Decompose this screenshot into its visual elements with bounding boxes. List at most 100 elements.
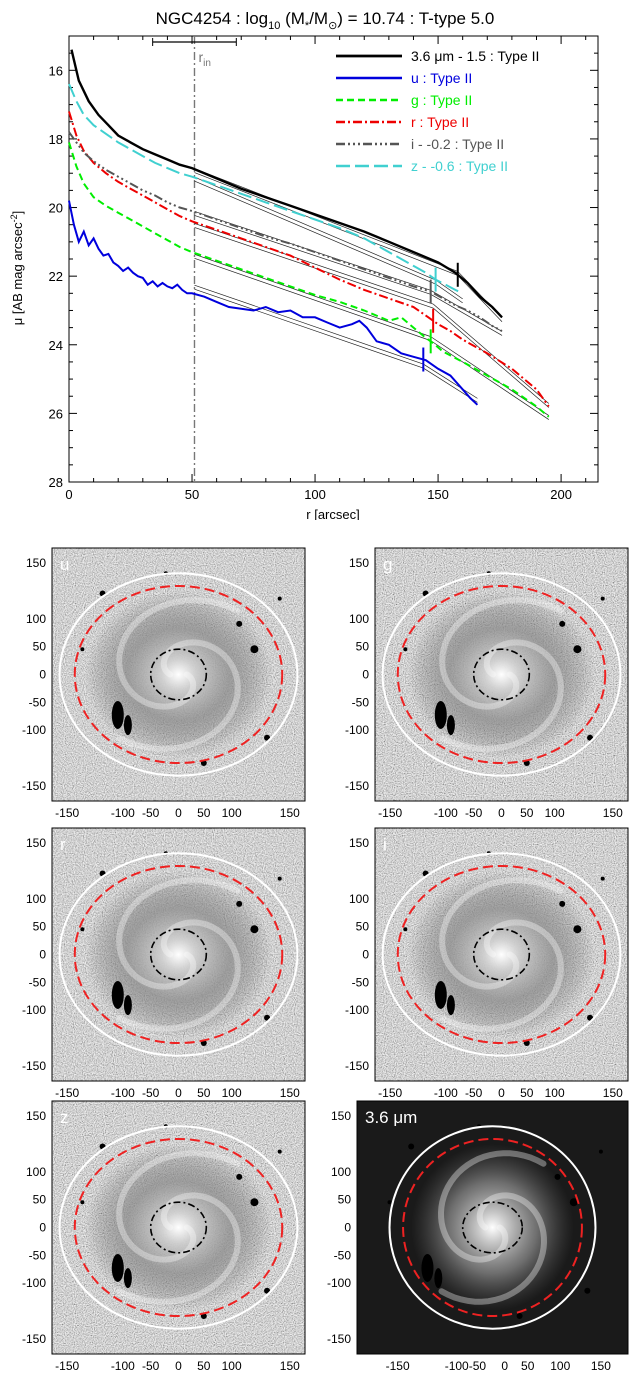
mask-blob-5 [200,1040,207,1047]
panel-noise [357,1101,628,1354]
mask-blob-2 [250,1198,259,1207]
panel-y-tick-label: 100 [349,892,369,906]
fit-line-lower-5 [194,180,436,285]
masked-regions [80,571,282,767]
r-in-label: rin [198,49,210,69]
spiral-arm-1 [439,639,564,752]
panel-x-tick-label: 150 [603,806,623,820]
spiral-arm-1 [116,1192,241,1305]
fit-line-lower-4 [430,294,503,336]
y-tick-label: 26 [49,406,63,421]
mask-blob-5 [200,1313,207,1320]
panel-y-tick-label: -100 [327,1276,351,1290]
spiral-arm-0 [116,877,241,990]
mask-blob-2 [250,645,259,654]
masked-regions [80,851,282,1047]
fit-line-lower-1 [194,288,424,369]
series-line-2 [68,142,550,418]
panel-x-tick-label: 50 [197,1359,211,1373]
panel-x-tick-label: 100 [222,1086,242,1100]
panel-x-tick-label: -150 [55,806,79,820]
panel-y-tick-label: 100 [331,1165,351,1179]
mask-blob-4 [99,870,106,877]
panel-y-tick-label: -50 [352,695,370,709]
panel-y-tick-label: -100 [345,723,369,737]
panel-background [375,548,628,801]
mask-blob-0 [434,700,447,729]
mask-blob-5 [200,760,207,767]
panel-x-tick-label: -100 [111,1086,135,1100]
panel-x-tick-label: 150 [280,1359,300,1373]
mask-blob-9 [277,876,282,881]
panel-x-tick-label: 50 [520,1086,534,1100]
mask-blob-2 [573,645,582,654]
inner-ellipse [149,928,208,981]
panel-background [375,828,628,1081]
mask-blob-2 [569,1198,578,1207]
spiral-arm-0 [116,1150,241,1263]
mask-blob-3 [559,900,566,907]
fit-line-upper-5 [435,279,463,300]
break-ellipse [396,864,607,1045]
galaxy-glow [84,591,273,758]
mask-blob-5 [523,760,530,767]
fit-line-upper-4 [430,290,503,332]
panel-y-tick-label: 50 [356,920,370,934]
mask-blob-1 [123,995,132,1016]
panel-x-tick-label: 100 [222,1359,242,1373]
break-ellipse [402,1137,583,1318]
panel-y-tick-label: -150 [345,779,369,793]
panel-noise [52,828,305,1081]
panel-y-tick-label: -150 [22,1059,46,1073]
panel-background [52,1101,305,1354]
fit-line-upper-1 [194,284,424,365]
mask-blob-1 [434,1268,443,1289]
panel-x-tick-label: 50 [520,806,534,820]
mask-blob-6 [264,1014,271,1021]
panel-x-tick-label: 100 [545,806,565,820]
mask-blob-4 [408,1143,415,1150]
fit-line-lower-0 [457,275,503,322]
mask-blob-3 [236,1173,243,1180]
panel-background [52,548,305,801]
mask-blob-9 [598,1149,603,1154]
panel-y-tick-label: 0 [344,1221,351,1235]
masked-regions [403,851,605,1047]
panel-y-tick-label: 0 [362,668,369,682]
panel-y-tick-label: -50 [29,975,47,989]
panel-frame [374,827,629,1082]
mask-blob-7 [403,927,408,932]
inner-ellipse [149,648,208,701]
panel-x-tick-label: 0 [175,806,182,820]
outer-ellipse [58,852,299,1057]
spiral-arm-0 [116,597,241,710]
galaxy-glow [84,871,273,1038]
mask-blob-4 [422,590,429,597]
y-tick-label: 18 [49,132,63,147]
mask-blob-2 [250,925,259,934]
fit-line-lower-2 [194,257,431,341]
mask-blob-3 [554,1173,561,1180]
fit-line-lower-4 [194,215,431,295]
break-ellipse [396,584,607,765]
outer-ellipse [58,1125,299,1330]
mask-blob-1 [446,715,455,736]
mask-blob-3 [559,620,566,627]
panel-band-label: r [60,835,66,854]
galaxy-glow [407,871,596,1038]
panel-x-tick-label: -50 [142,1359,160,1373]
mask-blob-1 [123,1268,132,1289]
panel-y-tick-label: -150 [327,1332,351,1346]
mask-blob-3 [236,900,243,907]
panel-band-label: 3.6 μm [365,1108,417,1127]
fit-line-lower-2 [430,340,549,420]
spiral-arm-1 [116,639,241,752]
fit-line-lower-3 [432,307,550,408]
galaxy-glow [411,1144,574,1311]
x-tick-label: 0 [65,487,72,502]
mask-blob-7 [80,927,85,932]
mask-blob-9 [600,596,605,601]
y-tick-label: 22 [49,269,63,284]
panel-y-tick-label: 100 [26,892,46,906]
panel-x-tick-label: -150 [378,806,402,820]
